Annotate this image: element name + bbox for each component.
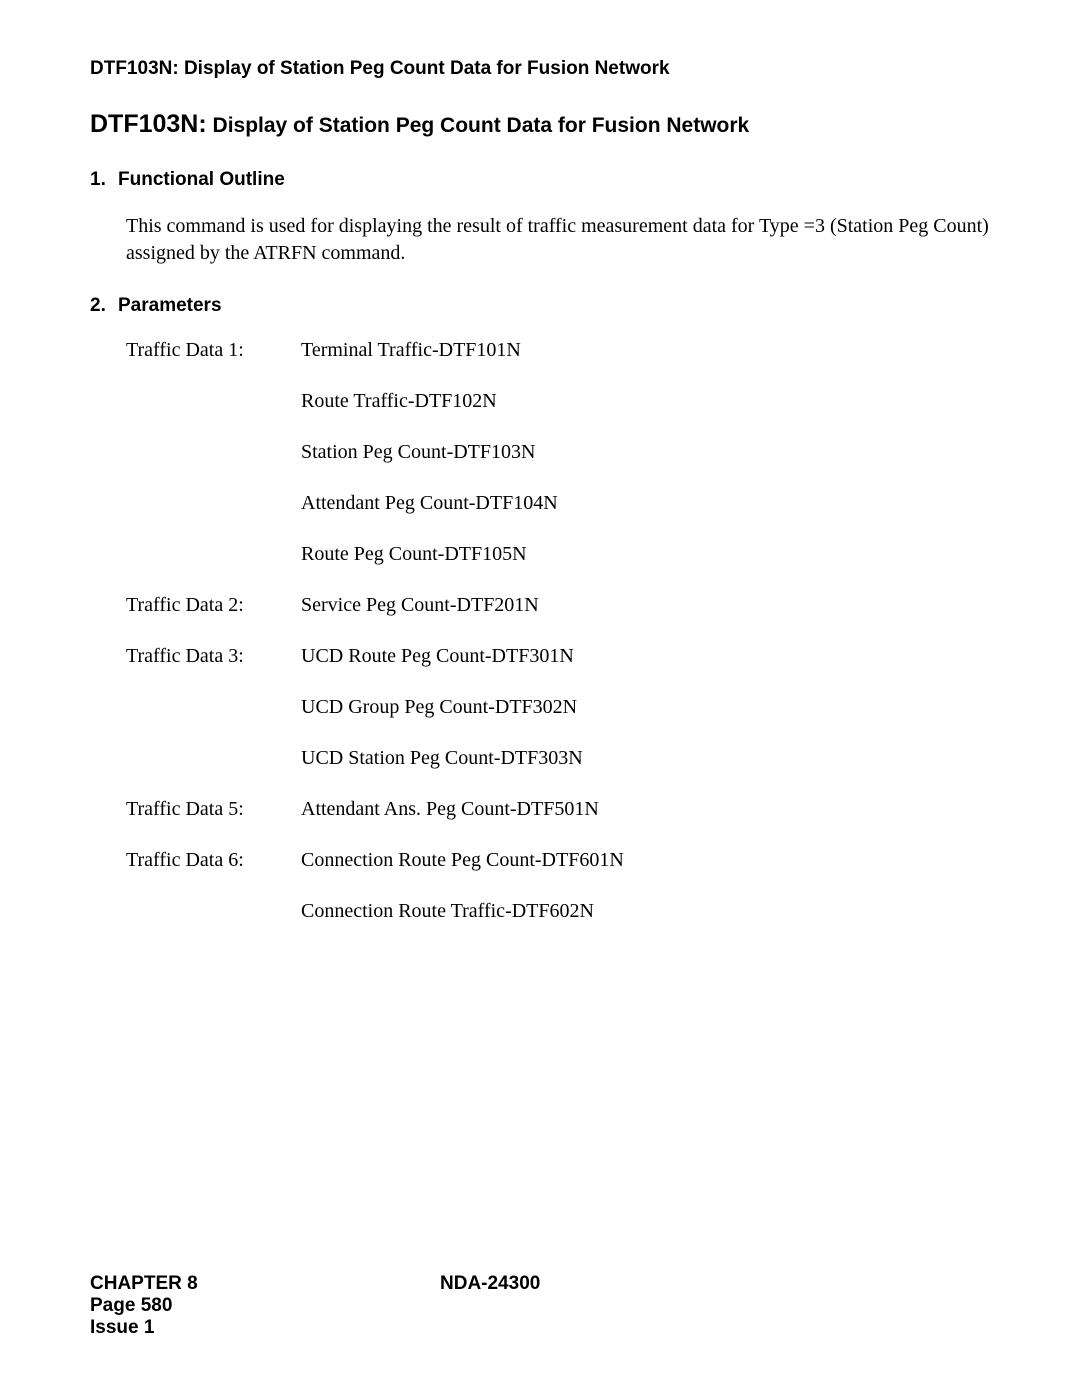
param-value: UCD Group Peg Count-DTF302N	[301, 696, 990, 719]
param-value: UCD Route Peg Count-DTF301N	[301, 645, 990, 668]
param-label	[126, 543, 301, 566]
param-label	[126, 900, 301, 923]
footer-row-1: CHAPTER 8 NDA-24300	[90, 1273, 990, 1295]
param-row: Station Peg Count-DTF103N	[126, 441, 990, 464]
section-1-title: Functional Outline	[118, 169, 285, 190]
param-row: Connection Route Traffic-DTF602N	[126, 900, 990, 923]
param-value: Route Traffic-DTF102N	[301, 390, 990, 413]
section-1-body: This command is used for displaying the …	[126, 213, 990, 267]
footer-page: Page 580	[90, 1295, 990, 1317]
param-row: Traffic Data 3: UCD Route Peg Count-DTF3…	[126, 645, 990, 668]
param-value: UCD Station Peg Count-DTF303N	[301, 747, 990, 770]
section-2-number: 2.	[90, 295, 118, 317]
parameters-block: Traffic Data 1: Terminal Traffic-DTF101N…	[126, 339, 990, 923]
param-row: Route Peg Count-DTF105N	[126, 543, 990, 566]
param-row: Route Traffic-DTF102N	[126, 390, 990, 413]
param-label: Traffic Data 6:	[126, 849, 301, 872]
param-value: Station Peg Count-DTF103N	[301, 441, 990, 464]
section-2-heading: 2.Parameters	[90, 295, 990, 317]
title-code: DTF103N:	[90, 110, 207, 138]
param-value: Route Peg Count-DTF105N	[301, 543, 990, 566]
param-label	[126, 441, 301, 464]
section-2-title: Parameters	[118, 295, 222, 316]
footer-chapter: CHAPTER 8	[90, 1273, 440, 1295]
param-value: Attendant Ans. Peg Count-DTF501N	[301, 798, 990, 821]
param-row: Traffic Data 1: Terminal Traffic-DTF101N	[126, 339, 990, 362]
param-row: UCD Station Peg Count-DTF303N	[126, 747, 990, 770]
param-row: Attendant Peg Count-DTF104N	[126, 492, 990, 515]
section-1-heading: 1.Functional Outline	[90, 169, 990, 191]
footer-doc-id: NDA-24300	[440, 1273, 640, 1295]
param-row: Traffic Data 2: Service Peg Count-DTF201…	[126, 594, 990, 617]
param-value: Attendant Peg Count-DTF104N	[301, 492, 990, 515]
param-label: Traffic Data 3:	[126, 645, 301, 668]
param-value: Terminal Traffic-DTF101N	[301, 339, 990, 362]
footer-issue: Issue 1	[90, 1317, 990, 1339]
param-value: Connection Route Traffic-DTF602N	[301, 900, 990, 923]
running-head: DTF103N: Display of Station Peg Count Da…	[90, 58, 990, 80]
page-footer: CHAPTER 8 NDA-24300 Page 580 Issue 1	[90, 1273, 990, 1339]
page: DTF103N: Display of Station Peg Count Da…	[0, 0, 1080, 1397]
param-row: Traffic Data 5: Attendant Ans. Peg Count…	[126, 798, 990, 821]
param-label: Traffic Data 2:	[126, 594, 301, 617]
section-1-number: 1.	[90, 169, 118, 191]
param-value: Service Peg Count-DTF201N	[301, 594, 990, 617]
param-label	[126, 390, 301, 413]
param-row: UCD Group Peg Count-DTF302N	[126, 696, 990, 719]
param-label	[126, 747, 301, 770]
param-label	[126, 492, 301, 515]
param-label	[126, 696, 301, 719]
title-rest: Display of Station Peg Count Data for Fu…	[207, 114, 750, 137]
param-value: Connection Route Peg Count-DTF601N	[301, 849, 990, 872]
param-label: Traffic Data 5:	[126, 798, 301, 821]
param-label: Traffic Data 1:	[126, 339, 301, 362]
page-title: DTF103N: Display of Station Peg Count Da…	[90, 110, 990, 139]
param-row: Traffic Data 6: Connection Route Peg Cou…	[126, 849, 990, 872]
